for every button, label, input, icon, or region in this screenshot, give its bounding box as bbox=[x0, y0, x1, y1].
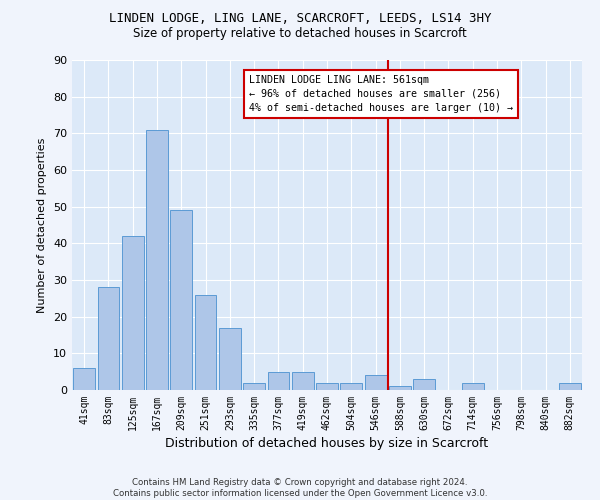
Bar bbox=[340, 382, 362, 390]
Text: LINDEN LODGE, LING LANE, SCARCROFT, LEEDS, LS14 3HY: LINDEN LODGE, LING LANE, SCARCROFT, LEED… bbox=[109, 12, 491, 26]
Bar bbox=[462, 382, 484, 390]
X-axis label: Distribution of detached houses by size in Scarcroft: Distribution of detached houses by size … bbox=[166, 437, 488, 450]
Bar bbox=[243, 382, 265, 390]
Bar bbox=[559, 382, 581, 390]
Bar bbox=[194, 294, 217, 390]
Bar bbox=[146, 130, 168, 390]
Bar bbox=[219, 328, 241, 390]
Bar bbox=[413, 379, 435, 390]
Y-axis label: Number of detached properties: Number of detached properties bbox=[37, 138, 47, 312]
Text: Contains HM Land Registry data © Crown copyright and database right 2024.
Contai: Contains HM Land Registry data © Crown c… bbox=[113, 478, 487, 498]
Bar bbox=[292, 372, 314, 390]
Text: LINDEN LODGE LING LANE: 561sqm
← 96% of detached houses are smaller (256)
4% of : LINDEN LODGE LING LANE: 561sqm ← 96% of … bbox=[249, 74, 513, 112]
Text: Size of property relative to detached houses in Scarcroft: Size of property relative to detached ho… bbox=[133, 28, 467, 40]
Bar bbox=[122, 236, 143, 390]
Bar bbox=[268, 372, 289, 390]
Bar bbox=[97, 288, 119, 390]
Bar bbox=[73, 368, 95, 390]
Bar bbox=[389, 386, 411, 390]
Bar bbox=[365, 376, 386, 390]
Bar bbox=[316, 382, 338, 390]
Bar bbox=[170, 210, 192, 390]
